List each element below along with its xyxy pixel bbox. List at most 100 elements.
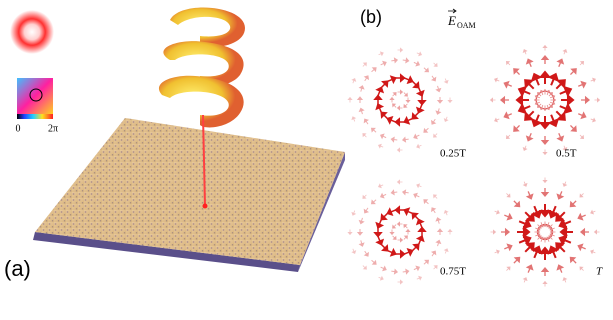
- field-arrow: [432, 119, 436, 124]
- field-arrow: [580, 61, 584, 65]
- field-arrow: [419, 96, 425, 105]
- field-arrow: [558, 133, 563, 140]
- field-arrow: [543, 150, 547, 155]
- field-arrow: [514, 125, 520, 131]
- field-arrow: [404, 225, 408, 229]
- field-arrow: [404, 118, 412, 124]
- field-arrow: [393, 225, 397, 229]
- field-arrow: [549, 225, 553, 229]
- panel-label: (b): [360, 7, 382, 27]
- field-arrow: [358, 229, 362, 235]
- field-arrow: [432, 76, 436, 81]
- colorbar-max: 2π: [48, 123, 58, 134]
- field-arrow: [504, 113, 511, 118]
- field-arrow: [376, 219, 382, 227]
- field-arrow: [550, 115, 558, 126]
- field-arrow: [414, 194, 419, 198]
- field-arrow: [437, 240, 441, 246]
- field-arrow: [381, 134, 386, 138]
- field-arrow: [377, 87, 383, 95]
- field-arrow: [398, 106, 403, 110]
- field-arrow: [360, 240, 364, 246]
- field-arrow: [393, 236, 397, 240]
- figure: 0 2π (a) (b) E OAM 0.25T 0.5T 0.75T T: [0, 0, 613, 320]
- field-arrow: [398, 280, 403, 284]
- field-arrow: [358, 97, 362, 103]
- time-label: 0.25T: [440, 148, 466, 160]
- field-arrow: [561, 96, 573, 104]
- field-arrow: [390, 230, 394, 235]
- field-arrow: [578, 244, 585, 249]
- field-arrow: [375, 96, 381, 105]
- field-arrow: [398, 148, 403, 152]
- field-arrow: [560, 105, 571, 113]
- field-arrow: [504, 244, 511, 249]
- field-arrow: [556, 80, 564, 88]
- field-arrow: [363, 195, 367, 199]
- field-arrow: [432, 251, 436, 256]
- field-arrow: [434, 266, 438, 270]
- field-arrow: [523, 50, 526, 55]
- field-arrow: [436, 108, 440, 114]
- field-arrow: [387, 250, 395, 256]
- field-arrow: [547, 105, 550, 110]
- field-arrow: [379, 184, 384, 187]
- field-arrow: [375, 228, 381, 237]
- field-arrow: [538, 236, 542, 240]
- field-arrow: [424, 128, 429, 132]
- field-arrow: [495, 211, 500, 214]
- field-arrow: [560, 87, 571, 95]
- field-arrow: [432, 208, 436, 213]
- field-arrow: [396, 207, 405, 213]
- field-arrow: [438, 229, 442, 235]
- field-arrow: [523, 146, 526, 151]
- field-arrow: [550, 227, 555, 230]
- field-arrow: [404, 104, 408, 108]
- field-arrow: [381, 267, 386, 271]
- field-arrow: [396, 251, 405, 257]
- field-arrow: [563, 50, 566, 55]
- field-arrow: [412, 112, 418, 118]
- field-arrow: [519, 105, 530, 113]
- field-arrow: [581, 229, 589, 235]
- field-arrow: [359, 108, 363, 114]
- field-arrow: [381, 81, 387, 87]
- field-arrow: [538, 225, 542, 229]
- time-label: T: [596, 266, 603, 278]
- field-arrow: [348, 98, 352, 103]
- time-label: 0.5T: [556, 148, 577, 160]
- field-arrow: [595, 230, 600, 234]
- field-arrow: [514, 201, 520, 207]
- field-arrow: [417, 52, 422, 55]
- field-arrow: [542, 188, 548, 196]
- field-arrow: [532, 115, 540, 126]
- field-arrow: [417, 276, 422, 279]
- field-arrow: [424, 260, 429, 264]
- field-arrow: [533, 247, 541, 258]
- field-arrow: [424, 68, 429, 72]
- field-arrow: [563, 182, 566, 187]
- field-arrow: [514, 257, 520, 263]
- field-arrow: [591, 118, 596, 121]
- field-arrow: [506, 267, 510, 271]
- field-arrow: [364, 208, 368, 213]
- field-arrow: [391, 137, 397, 141]
- field-arrow: [387, 76, 395, 82]
- field-arrow: [543, 46, 547, 51]
- field-arrow: [506, 135, 510, 139]
- field-arrow: [434, 195, 438, 199]
- field-arrow: [542, 268, 548, 276]
- field-arrow: [524, 182, 527, 187]
- field-arrow: [504, 214, 511, 219]
- field-arrow: [557, 191, 562, 198]
- field-arrow: [403, 58, 409, 62]
- field-arrow: [404, 93, 408, 97]
- field-arrow: [372, 128, 377, 132]
- field-arrow: [404, 236, 408, 240]
- field-arrow: [365, 76, 369, 81]
- field-arrow: [398, 238, 403, 242]
- field-arrow: [403, 138, 409, 142]
- field-arrow: [363, 63, 367, 67]
- field-arrow: [506, 61, 510, 65]
- field-arrow: [535, 98, 540, 102]
